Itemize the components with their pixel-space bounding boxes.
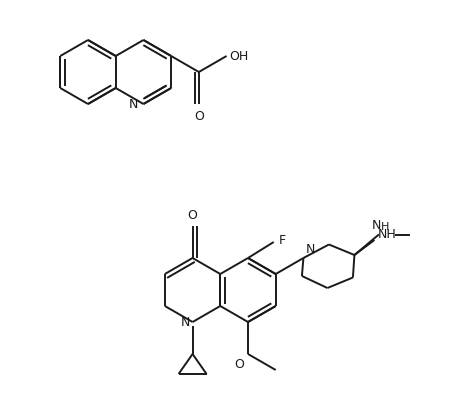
Text: N: N xyxy=(181,316,190,328)
Text: H: H xyxy=(380,223,389,233)
Text: O: O xyxy=(187,209,197,222)
Text: N: N xyxy=(305,243,314,256)
Text: N: N xyxy=(129,97,138,111)
Text: NH: NH xyxy=(377,229,395,241)
Text: N: N xyxy=(371,219,380,233)
Text: F: F xyxy=(278,235,285,247)
Text: O: O xyxy=(193,110,203,123)
Text: OH: OH xyxy=(229,49,248,63)
Text: O: O xyxy=(233,358,243,371)
